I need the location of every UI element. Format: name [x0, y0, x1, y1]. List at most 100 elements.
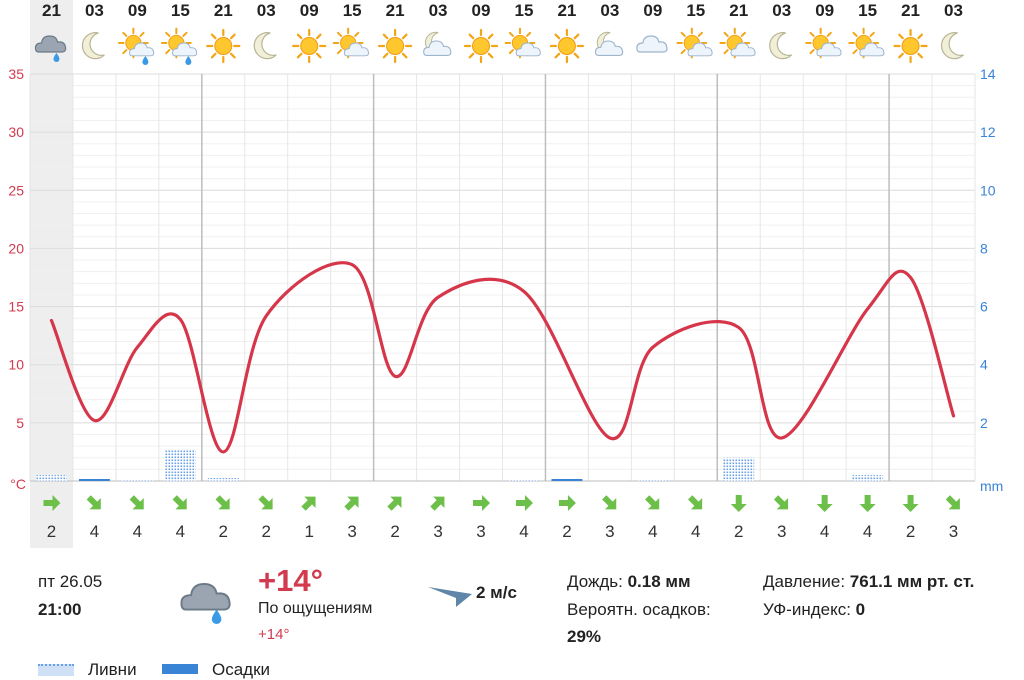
wind-arrow-icon	[860, 495, 876, 512]
temp-tick-label: 15	[8, 299, 24, 315]
hour-label[interactable]: 15	[515, 1, 534, 20]
wind-arrow-icon	[599, 492, 622, 515]
temp-tick-label: 20	[8, 240, 24, 256]
hour-label[interactable]: 03	[85, 1, 104, 20]
temp-tick-label: 25	[8, 182, 24, 198]
precip-bar	[551, 479, 582, 481]
wind-arrow-icon	[903, 495, 919, 512]
hour-label[interactable]: 03	[944, 1, 963, 20]
hour-label[interactable]: 09	[300, 1, 319, 20]
wind-arrow-icon	[255, 492, 278, 515]
cloud-icon	[637, 36, 667, 52]
precip-tick-label: 2	[980, 415, 988, 431]
feels-like-value: +14°	[258, 626, 289, 643]
legend-showers-swatch	[38, 664, 74, 676]
legend-precip-label: Осадки	[212, 660, 270, 680]
showers-bar	[208, 478, 239, 481]
showers-bar	[36, 475, 67, 481]
moon-icon	[82, 33, 104, 59]
wind-arrow-icon	[684, 492, 707, 515]
temp-tick-label: 30	[8, 124, 24, 140]
hour-label[interactable]: 09	[643, 1, 662, 20]
showers-bar	[122, 480, 153, 481]
sun-icon	[465, 30, 497, 62]
pressure-label: Давление:	[763, 572, 845, 591]
wind-arrow-icon	[559, 495, 576, 511]
selected-column[interactable]	[30, 0, 73, 548]
hour-label[interactable]: 03	[772, 1, 791, 20]
sun-icon	[551, 30, 583, 62]
wind-speed-label: 2	[262, 522, 271, 541]
wind-speed-label: 3	[347, 522, 356, 541]
wind-arrow-icon	[642, 492, 665, 515]
hour-label[interactable]: 03	[257, 1, 276, 20]
detail-wind-speed: 2 м/с	[476, 583, 517, 603]
pressure-row: Давление: 761.1 мм рт. ст.	[763, 572, 974, 592]
wind-speed-label: 3	[777, 522, 786, 541]
hour-label[interactable]: 03	[429, 1, 448, 20]
wind-arrow-icon	[516, 495, 533, 511]
hour-label[interactable]: 21	[214, 1, 233, 20]
wind-speed-label: 3	[476, 522, 485, 541]
showers-bar	[637, 480, 668, 481]
hour-label[interactable]: 15	[858, 1, 877, 20]
showers-bar	[509, 480, 540, 481]
sun-cloud-icon	[677, 29, 712, 58]
sun-cloud-icon	[849, 29, 884, 58]
temp-unit-label: °C	[10, 476, 26, 492]
temp-tick-label: 5	[16, 415, 24, 431]
legend-precip-swatch	[162, 664, 198, 674]
wind-arrow-icon	[212, 492, 235, 515]
precip-probability-label: Вероятн. осадков:	[567, 600, 711, 620]
showers-bar	[165, 449, 196, 481]
wind-speed-label: 4	[90, 522, 99, 541]
wind-arrow-icon	[473, 495, 490, 511]
hour-label[interactable]: 21	[901, 1, 920, 20]
sun-icon	[207, 30, 239, 62]
precip-tick-label: 12	[980, 124, 996, 140]
pressure-value: 761.1 мм рт. ст.	[850, 572, 975, 591]
precip-bar	[79, 479, 110, 481]
hour-label[interactable]: 15	[343, 1, 362, 20]
hour-label[interactable]: 21	[42, 1, 61, 20]
legend-showers-label: Ливни	[88, 660, 137, 680]
wind-direction-icon	[426, 580, 476, 610]
wind-speed-label: 2	[47, 522, 56, 541]
detail-time: 21:00	[38, 600, 81, 620]
detail-temperature: +14°	[258, 563, 323, 599]
precip-tick-label: 6	[980, 299, 988, 315]
precip-probability-value: 29%	[567, 627, 601, 647]
wind-speed-label: 4	[691, 522, 700, 541]
wind-arrow-icon	[942, 492, 965, 515]
hour-label[interactable]: 09	[815, 1, 834, 20]
detail-date: пт 26.05	[38, 572, 102, 592]
precip-tick-label: 10	[980, 182, 996, 198]
moon-icon	[770, 33, 792, 59]
hour-label[interactable]: 21	[386, 1, 405, 20]
hour-label[interactable]: 15	[686, 1, 705, 20]
moon-cloud-icon	[424, 32, 451, 55]
wind-speed-label: 2	[390, 522, 399, 541]
sun-icon	[379, 30, 411, 62]
wind-arrow-icon	[731, 495, 747, 512]
wind-speed-label: 2	[562, 522, 571, 541]
wind-arrow-icon	[817, 495, 833, 512]
showers-bar	[852, 475, 883, 481]
hour-label[interactable]: 21	[557, 1, 576, 20]
wind-arrow-icon	[770, 492, 793, 515]
sun-cloud-icon	[334, 29, 369, 58]
hour-label[interactable]: 09	[128, 1, 147, 20]
uv-row: УФ-индекс: 0	[763, 600, 865, 620]
rain-row: Дождь: 0.18 мм	[567, 572, 691, 592]
wind-arrow-icon	[169, 492, 192, 515]
hour-label[interactable]: 15	[171, 1, 190, 20]
rain-value: 0.18 мм	[628, 572, 691, 591]
temp-tick-label: 35	[8, 66, 24, 82]
wind-speed-label: 4	[133, 522, 142, 541]
precip-tick-label: 14	[980, 66, 996, 82]
hour-label[interactable]: 03	[600, 1, 619, 20]
hour-label[interactable]: 21	[729, 1, 748, 20]
hour-label[interactable]: 09	[472, 1, 491, 20]
wind-speed-label: 4	[863, 522, 872, 541]
cloud-rain-icon	[181, 584, 229, 624]
